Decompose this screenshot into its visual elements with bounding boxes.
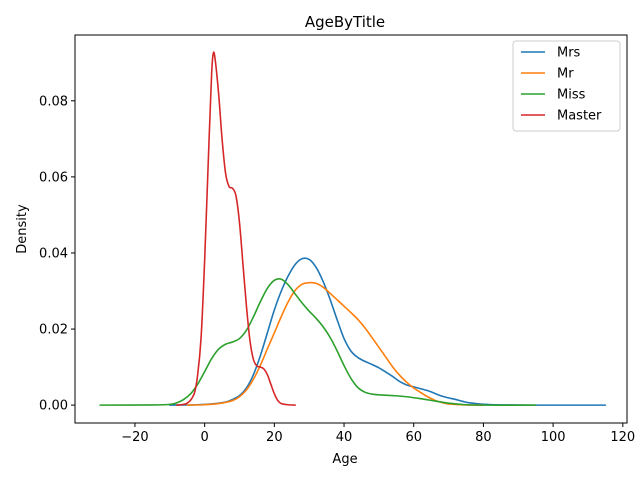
y-axis: 0.00 0.02 0.04 0.06 0.08 bbox=[39, 94, 75, 414]
chart-title: AgeByTitle bbox=[305, 13, 385, 31]
plot-area bbox=[74, 34, 628, 424]
x-axis-label: Age bbox=[332, 452, 357, 467]
x-tick-label: 40 bbox=[336, 430, 353, 445]
legend: Mrs Mr Miss Master bbox=[512, 40, 621, 132]
x-tick-label: 60 bbox=[405, 430, 422, 445]
legend-label-mr: Mr bbox=[557, 67, 574, 82]
x-tick-label: −20 bbox=[121, 430, 148, 445]
legend-label-master: Master bbox=[557, 109, 602, 124]
series-line-mr bbox=[186, 281, 485, 406]
y-tick-label: 0.06 bbox=[39, 170, 68, 185]
legend-label-miss: Miss bbox=[557, 88, 586, 103]
x-tick-label: 100 bbox=[541, 430, 566, 445]
x-tick-label: 80 bbox=[475, 430, 492, 445]
y-tick-label: 0.02 bbox=[39, 323, 68, 338]
x-tick-label: 0 bbox=[200, 430, 208, 445]
series-line-mrs bbox=[168, 257, 607, 406]
x-tick-label: 120 bbox=[610, 430, 635, 445]
legend-label-mrs: Mrs bbox=[557, 46, 581, 61]
x-tick-label: 20 bbox=[266, 430, 283, 445]
y-tick-label: 0.04 bbox=[39, 246, 68, 261]
x-axis: −20 0 20 40 60 80 100 120 bbox=[121, 423, 635, 445]
series-layer bbox=[99, 51, 607, 406]
legend-box bbox=[512, 40, 621, 132]
plot-frame bbox=[74, 34, 628, 424]
y-axis-label: Density bbox=[15, 204, 30, 254]
series-line-master bbox=[175, 51, 297, 406]
series-line-miss bbox=[99, 278, 537, 406]
y-tick-label: 0.00 bbox=[39, 399, 68, 414]
y-tick-label: 0.08 bbox=[39, 94, 68, 109]
